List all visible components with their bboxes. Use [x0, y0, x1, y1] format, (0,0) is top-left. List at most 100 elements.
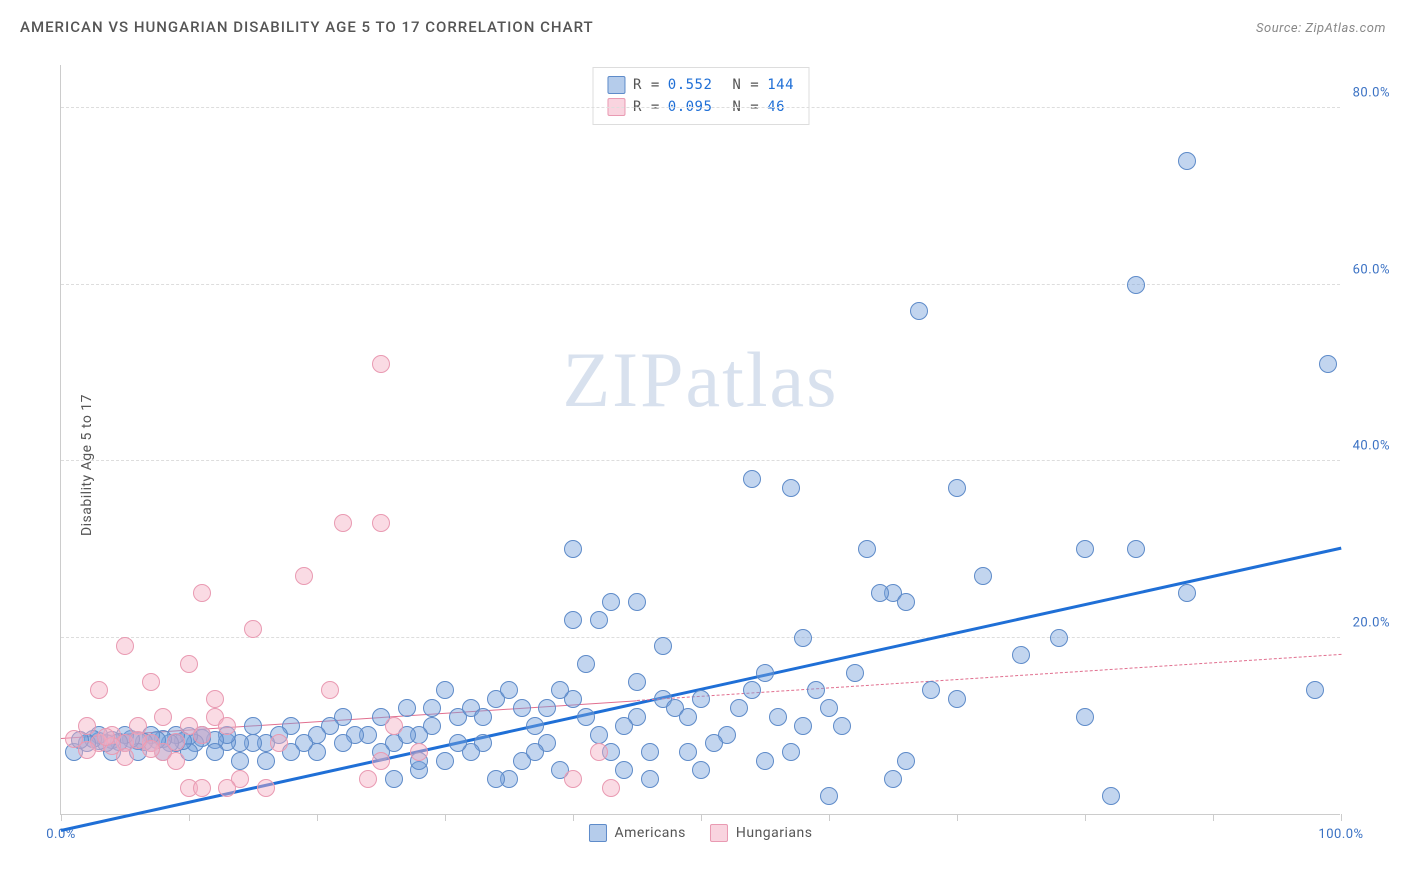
- data-point: [590, 611, 608, 629]
- grid-line: [61, 460, 1340, 461]
- x-tick: [957, 814, 958, 821]
- x-tick: [829, 814, 830, 821]
- y-tick-label: 20.0%: [1345, 615, 1390, 630]
- legend-swatch: [607, 76, 625, 94]
- data-point: [206, 690, 224, 708]
- data-point: [692, 761, 710, 779]
- y-tick-label: 60.0%: [1345, 262, 1390, 277]
- grid-line: [61, 107, 1340, 108]
- x-tick-label: 100.0%: [1318, 827, 1363, 842]
- data-point: [602, 593, 620, 611]
- data-point: [244, 620, 262, 638]
- data-point: [154, 708, 172, 726]
- data-point: [372, 752, 390, 770]
- x-tick: [573, 814, 574, 821]
- data-point: [398, 699, 416, 717]
- data-point: [974, 567, 992, 585]
- trend-line: [61, 546, 1342, 831]
- data-point: [385, 770, 403, 788]
- data-point: [1012, 646, 1030, 664]
- data-point: [116, 748, 134, 766]
- data-point: [590, 743, 608, 761]
- data-point: [833, 717, 851, 735]
- data-point: [743, 681, 761, 699]
- data-point: [372, 514, 390, 532]
- x-tick: [1085, 814, 1086, 821]
- data-point: [423, 699, 441, 717]
- data-point: [193, 779, 211, 797]
- data-point: [167, 752, 185, 770]
- data-point: [1050, 629, 1068, 647]
- data-point: [436, 681, 454, 699]
- data-point: [705, 734, 723, 752]
- data-point: [807, 681, 825, 699]
- data-point: [116, 637, 134, 655]
- data-point: [334, 734, 352, 752]
- data-point: [756, 752, 774, 770]
- data-point: [743, 470, 761, 488]
- data-point: [334, 514, 352, 532]
- watermark: ZIPatlas: [563, 335, 839, 425]
- data-point: [270, 734, 288, 752]
- data-point: [615, 717, 633, 735]
- data-point: [372, 355, 390, 373]
- data-point: [910, 302, 928, 320]
- data-point: [142, 740, 160, 758]
- chart-header: AMERICAN VS HUNGARIAN DISABILITY AGE 5 T…: [0, 0, 1406, 36]
- data-point: [513, 699, 531, 717]
- watermark-atlas: atlas: [686, 336, 839, 423]
- data-point: [487, 770, 505, 788]
- data-point: [206, 743, 224, 761]
- legend-n-value: 144: [767, 77, 794, 93]
- x-tick: [701, 814, 702, 821]
- data-point: [180, 655, 198, 673]
- data-point: [321, 681, 339, 699]
- data-point: [948, 479, 966, 497]
- data-point: [1306, 681, 1324, 699]
- data-point: [782, 479, 800, 497]
- data-point: [756, 664, 774, 682]
- data-point: [1178, 152, 1196, 170]
- data-point: [641, 770, 659, 788]
- chart-source: Source: ZipAtlas.com: [1256, 21, 1386, 36]
- data-point: [526, 717, 544, 735]
- data-point: [97, 728, 115, 746]
- data-point: [436, 752, 454, 770]
- watermark-zip: ZIP: [563, 336, 686, 423]
- data-point: [628, 593, 646, 611]
- legend-n-label: N =: [732, 77, 759, 93]
- data-point: [551, 681, 569, 699]
- data-point: [782, 743, 800, 761]
- data-point: [78, 741, 96, 759]
- data-point: [769, 708, 787, 726]
- data-point: [615, 761, 633, 779]
- data-point: [1319, 355, 1337, 373]
- x-tick: [61, 814, 62, 821]
- data-point: [1102, 787, 1120, 805]
- data-point: [257, 752, 275, 770]
- data-point: [564, 540, 582, 558]
- x-tick: [1213, 814, 1214, 821]
- legend-correlation-box: R =0.552N =144R =0.095N = 46: [592, 67, 809, 125]
- legend-series-label: Hungarians: [736, 825, 813, 841]
- chart-container: Disability Age 5 to 17 ZIPatlas R =0.552…: [20, 55, 1386, 875]
- data-point: [654, 637, 672, 655]
- data-point: [193, 726, 211, 744]
- y-tick-label: 80.0%: [1345, 86, 1390, 101]
- data-point: [1076, 708, 1094, 726]
- data-point: [871, 584, 889, 602]
- data-point: [577, 708, 595, 726]
- x-tick: [445, 814, 446, 821]
- chart-title: AMERICAN VS HUNGARIAN DISABILITY AGE 5 T…: [20, 18, 594, 36]
- data-point: [846, 664, 864, 682]
- data-point: [577, 655, 595, 673]
- data-point: [474, 708, 492, 726]
- data-point: [410, 743, 428, 761]
- data-point: [167, 733, 185, 751]
- data-point: [858, 540, 876, 558]
- data-point: [820, 699, 838, 717]
- grid-line: [61, 284, 1340, 285]
- data-point: [244, 717, 262, 735]
- data-point: [359, 770, 377, 788]
- legend-series-label: Americans: [614, 825, 685, 841]
